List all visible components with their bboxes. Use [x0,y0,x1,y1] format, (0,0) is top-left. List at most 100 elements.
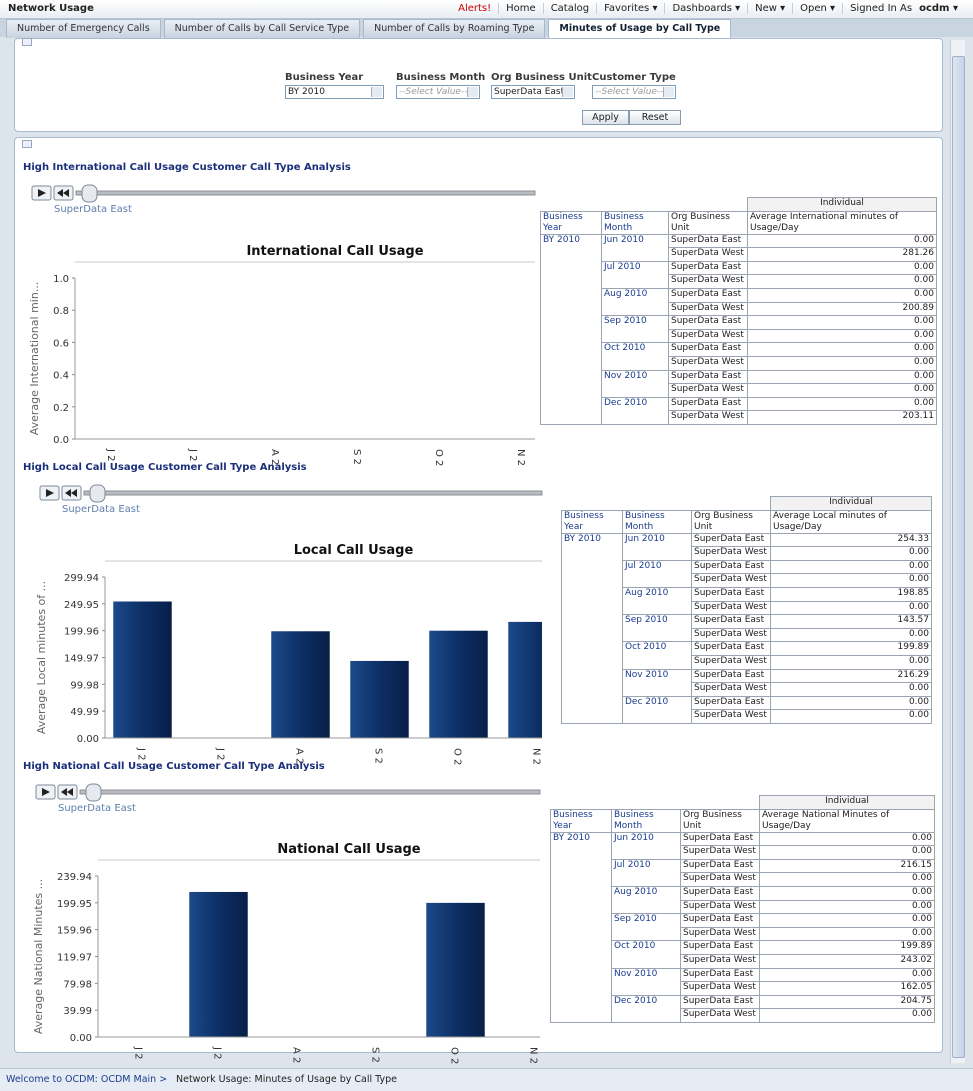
prompt-select[interactable]: BY 2010 [285,85,384,99]
month-cell[interactable]: Sep 2010 [601,315,669,344]
value-cell: 0.00 [770,546,932,561]
month-cell[interactable]: Oct 2010 [622,641,692,670]
column-header[interactable]: Business Year [540,210,602,235]
value-cell: 0.00 [759,1008,935,1023]
data-row: BY 2010 Jun 2010 SuperData East 254.33 [561,532,932,724]
menu-item[interactable]: Dashboards [664,3,747,14]
unit-cell: SuperData East [668,369,748,385]
unit-cell: SuperData East [691,668,771,684]
value-cell: 0.00 [759,899,935,915]
month-cell[interactable]: Dec 2010 [601,396,669,425]
unit-cell: SuperData West [668,301,748,317]
month-cell[interactable]: Aug 2010 [601,287,669,317]
data-row: Dec 2010 SuperData East 204.75 [551,994,935,1023]
prompt-label: Org Business Unit [491,72,592,83]
month-cell[interactable]: Dec 2010 [611,994,681,1023]
column-header[interactable]: Business Month [622,509,692,534]
unit-cell: SuperData East [691,695,771,711]
column-header: Average Local minutes of Usage/Day [770,509,932,534]
unit-cell: SuperData West [691,600,771,616]
value-cell: 0.00 [759,913,935,928]
data-row: SuperData West 0.00 [562,682,932,697]
reset-button[interactable]: Reset [629,110,681,125]
unit-cell: SuperData East [668,315,748,330]
tab[interactable]: Number of Calls by Roaming Type [363,19,546,38]
data-row: Jul 2010 SuperData East 0.00 [541,260,937,289]
menu-item[interactable]: Open [792,3,842,14]
tab[interactable]: Number of Calls by Call Service Type [163,19,361,38]
menu-item[interactable]: Favorites [596,3,664,14]
month-cell[interactable]: Jul 2010 [622,559,692,588]
month-cell[interactable]: Nov 2010 [601,369,669,398]
data-row: Aug 2010 SuperData East 0.00 [551,885,935,915]
month-cell[interactable]: Nov 2010 [622,668,692,697]
blank-cell [692,497,771,511]
apply-button[interactable]: Apply [582,110,629,125]
prompt-select[interactable]: --Select Value-- [396,85,480,99]
value-cell: 0.00 [770,682,932,697]
column-header[interactable]: Business Month [601,210,669,235]
value-cell: 203.11 [747,410,937,425]
group-header: Individual [747,197,937,212]
value-cell: 0.00 [747,396,937,412]
month-cell[interactable]: Jun 2010 [622,532,692,561]
column-header[interactable]: Business Year [550,808,612,833]
prompt-label: Business Year [285,72,364,83]
user-name[interactable]: ocdm [919,3,965,14]
collapse-toggle[interactable] [22,140,32,148]
data-row: SuperData West 0.00 [551,1008,935,1023]
month-cell[interactable]: Aug 2010 [611,885,681,915]
unit-cell: SuperData East [691,586,771,602]
value-cell: 204.75 [759,994,935,1010]
unit-cell: SuperData West [668,328,748,344]
month-cell[interactable]: Sep 2010 [622,614,692,643]
month-cell[interactable]: Sep 2010 [611,913,681,942]
unit-cell: SuperData West [691,627,771,643]
month-cell[interactable]: Oct 2010 [611,940,681,969]
menu-item[interactable]: Catalog [542,3,596,14]
year-cell[interactable]: BY 2010 [540,233,602,425]
month-cell[interactable]: Nov 2010 [611,967,681,996]
menu-item[interactable]: New [747,3,792,14]
month-cell[interactable]: Jun 2010 [601,233,669,262]
footer-bar: Welcome to OCDM: OCDM Main Network Usage… [0,1068,973,1091]
alerts-link[interactable]: Alerts! [458,3,492,14]
breadcrumb-link[interactable]: Welcome to OCDM: OCDM Main [6,1074,167,1085]
prompt-select[interactable]: SuperData East [491,85,575,99]
data-row: Nov 2010 SuperData East 0.00 [551,967,935,996]
section-title: High Local Call Usage Customer Call Type… [23,462,307,473]
month-cell[interactable]: Aug 2010 [622,586,692,616]
value-cell: 0.00 [747,274,937,289]
prompt-select[interactable]: --Select Value-- [592,85,676,99]
unit-cell: SuperData East [668,233,748,249]
month-cell[interactable]: Jul 2010 [611,858,681,887]
data-row: SuperData West 203.11 [541,410,937,425]
column-header[interactable]: Business Month [611,808,681,833]
value-cell: 0.00 [747,233,937,249]
value-cell: 0.00 [747,383,937,398]
year-cell[interactable]: BY 2010 [550,831,612,1023]
column-header: Average International minutes of Usage/D… [747,210,937,235]
tab[interactable]: Number of Emergency Calls [6,19,161,38]
month-cell[interactable]: Dec 2010 [622,695,692,724]
unit-cell: SuperData West [668,410,748,425]
value-cell: 0.00 [747,315,937,330]
month-cell[interactable]: Jun 2010 [611,831,681,860]
signed-in-label: Signed In As [842,3,919,14]
menu-item[interactable]: Home [498,3,543,14]
section-title: High International Call Usage Customer C… [23,162,351,173]
scrollbar[interactable] [950,40,965,1063]
tab[interactable]: Minutes of Usage by Call Type [548,19,732,38]
data-row: Oct 2010 SuperData East 199.89 [551,940,935,969]
blank-cell [623,497,692,511]
scroll-thumb[interactable] [952,56,965,1058]
column-header[interactable]: Business Year [561,509,623,534]
unit-cell: SuperData West [691,573,771,588]
unit-cell: SuperData East [680,858,760,874]
data-row: Aug 2010 SuperData East 0.00 [541,287,937,317]
year-cell[interactable]: BY 2010 [561,532,623,724]
month-cell[interactable]: Oct 2010 [601,342,669,371]
month-cell[interactable]: Jul 2010 [601,260,669,289]
collapse-toggle[interactable] [22,38,32,46]
